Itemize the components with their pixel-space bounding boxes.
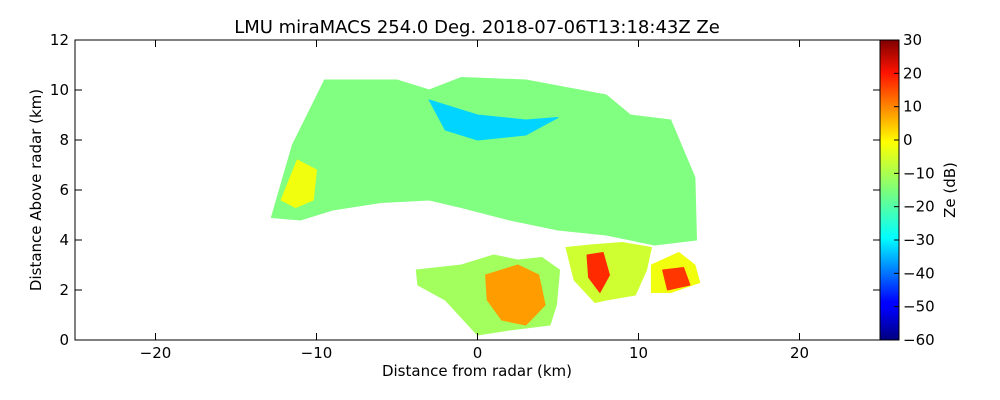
- x-tick-label: −10: [301, 344, 333, 362]
- y-axis-label: Distance Above radar (km): [27, 89, 45, 291]
- y-tick-label: 0: [59, 331, 69, 349]
- chart-title: LMU miraMACS 254.0 Deg. 2018-07-06T13:18…: [234, 17, 720, 38]
- colorbar-tick-label: −50: [903, 298, 935, 316]
- y-tick-label: 4: [59, 231, 69, 249]
- colorbar-ticks: −60 −50 −40 −30 −20 −10 0 10 20 30: [894, 31, 935, 349]
- x-tick-label: 0: [473, 344, 483, 362]
- colorbar-label: Ze (dB): [941, 162, 959, 218]
- region-upper-layer: [270, 77, 697, 246]
- colorbar-tick-label: 0: [903, 131, 913, 149]
- region-lower-cell-middle-core: [586, 252, 610, 293]
- x-tick-label: −20: [140, 344, 172, 362]
- reflectivity-regions: [270, 77, 701, 336]
- colorbar-tick-label: −60: [903, 331, 935, 349]
- y-tick-label: 12: [50, 31, 69, 49]
- y-tick-label: 2: [59, 281, 69, 299]
- y-axis-ticks: 0 2 4 6 8 10 12: [50, 31, 880, 349]
- colorbar-tick-label: 10: [903, 98, 922, 116]
- colorbar-tick-label: −40: [903, 264, 935, 282]
- region-lower-cell-right-core: [662, 267, 691, 291]
- colorbar-tick-label: 30: [903, 31, 922, 49]
- plot-area: −20 −10 0 10 20 0 2 4 6 8 10 12: [50, 31, 881, 362]
- y-tick-label: 6: [59, 181, 69, 199]
- x-tick-label: 20: [790, 344, 809, 362]
- x-axis-ticks: −20 −10 0 10 20: [140, 40, 809, 362]
- region-warm-pocket-left: [280, 159, 317, 208]
- x-axis-label: Distance from radar (km): [382, 362, 572, 380]
- region-lower-cell-core: [485, 264, 546, 326]
- colorbar-tick-label: 20: [903, 64, 922, 82]
- region-upper-layer-gap: [428, 99, 559, 141]
- y-tick-label: 8: [59, 131, 69, 149]
- colorbar-tick-label: −10: [903, 164, 935, 182]
- colorbar-gradient: [879, 39, 900, 341]
- x-tick-label: 10: [629, 344, 648, 362]
- colorbar: −60 −50 −40 −30 −20 −10 0 10 20 30 Ze (dB): [879, 31, 959, 349]
- y-tick-label: 10: [50, 81, 69, 99]
- colorbar-tick-label: −30: [903, 231, 935, 249]
- colorbar-tick-label: −20: [903, 198, 935, 216]
